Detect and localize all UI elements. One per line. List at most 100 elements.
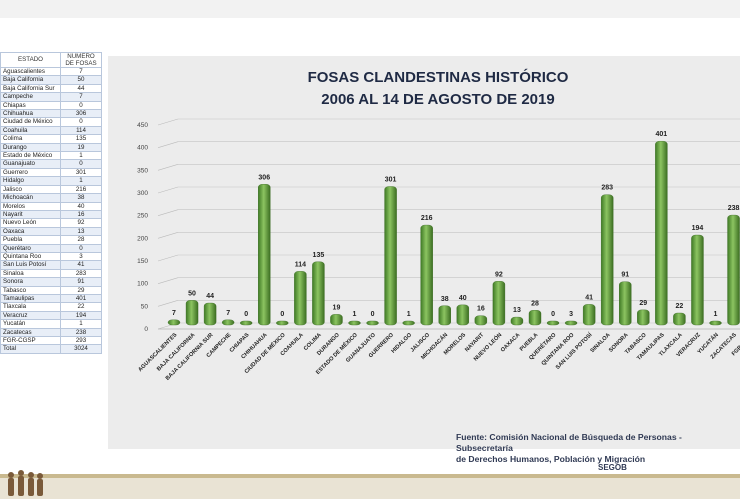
state-name-cell: Hidalgo <box>0 176 61 186</box>
table-row: Hidalgo 1 <box>0 176 102 186</box>
table-row: Sonora 91 <box>0 277 102 287</box>
state-count-cell: 1 <box>60 151 102 161</box>
gridline-diag <box>157 164 179 171</box>
data-label: 216 <box>421 215 433 222</box>
bar <box>709 320 722 326</box>
data-label: 1 <box>714 311 718 318</box>
state-name-cell: Ciudad de México <box>0 117 61 127</box>
gridline-diag <box>157 232 179 239</box>
y-tick-label: 350 <box>137 167 148 174</box>
bar <box>348 320 361 326</box>
table-row: Querétaro 0 <box>0 243 102 253</box>
table-row: Nayarit 16 <box>0 209 102 220</box>
state-count-cell: 1 <box>60 319 102 329</box>
x-tick-label: OAXACA <box>500 332 521 353</box>
state-name-cell: Total <box>0 344 61 354</box>
state-name-cell: Zacatecas <box>0 327 61 338</box>
state-name-cell: Querétaro <box>0 243 61 253</box>
state-name-cell: Estado de México <box>0 151 61 161</box>
data-label: 0 <box>371 311 375 318</box>
table-header-row: ESTADO NÚMERO DE FOSAS <box>0 52 102 68</box>
state-count-cell: 0 <box>60 243 102 253</box>
state-name-cell: Quintana Roo <box>0 251 61 262</box>
data-label: 1 <box>353 311 357 318</box>
bar <box>294 271 307 326</box>
y-tick-label: 200 <box>137 235 148 242</box>
data-label: 7 <box>226 310 230 317</box>
gridline-diag <box>157 254 179 262</box>
data-label: 401 <box>656 131 668 138</box>
y-tick-label: 0 <box>144 326 148 333</box>
state-name-cell: Jalisco <box>0 184 61 195</box>
top-band <box>0 0 740 18</box>
table-row: Campeche 7 <box>0 92 102 102</box>
bar-chart: FOSAS CLANDESTINAS HISTÓRICO 2006 AL 14 … <box>137 68 740 382</box>
table-row: Chiapas 0 <box>0 100 102 111</box>
table-row: Guerrero 301 <box>0 167 102 178</box>
state-name-cell: Baja California Sur <box>0 83 61 94</box>
table-row: Baja California 50 <box>0 75 102 85</box>
gridline-diag <box>157 300 179 307</box>
state-name-cell: Sinaloa <box>0 268 61 279</box>
state-name-cell: Yucatán <box>0 319 61 329</box>
state-count-cell: 7 <box>60 92 102 102</box>
state-name-cell: Coahuila <box>0 125 61 136</box>
chart-title-line1: FOSAS CLANDESTINAS HISTÓRICO <box>308 68 569 86</box>
bar <box>619 281 632 326</box>
bar <box>438 305 451 326</box>
bar <box>582 304 596 326</box>
bar <box>492 281 506 326</box>
table-row: Tabasco 29 <box>0 285 102 295</box>
state-name-cell: Guanajuato <box>0 159 61 169</box>
footer-stripe <box>0 474 740 478</box>
data-label: 238 <box>728 205 740 212</box>
state-count-cell: 28 <box>60 235 102 245</box>
table-row: Ciudad de México 0 <box>0 117 102 127</box>
bar <box>167 319 181 326</box>
state-name-cell: Tabasco <box>0 285 61 295</box>
data-label: 7 <box>172 310 176 317</box>
state-count-cell: 40 <box>60 201 102 211</box>
state-count-cell: 0 <box>60 117 102 127</box>
table-row: Total 3024 <box>0 344 102 354</box>
table-row: Guanajuato 0 <box>0 159 102 169</box>
state-count-cell: 50 <box>60 75 102 85</box>
state-count-cell: 92 <box>60 218 102 228</box>
table-row: Sinaloa 283 <box>0 268 102 279</box>
data-label: 50 <box>188 290 196 297</box>
data-label: 194 <box>692 225 704 232</box>
data-label: 38 <box>441 296 449 303</box>
table-row: Colima 135 <box>0 134 102 144</box>
data-label: 29 <box>639 300 647 307</box>
bar <box>330 314 343 326</box>
data-label: 301 <box>385 177 397 184</box>
gridline-diag <box>157 277 179 284</box>
data-label: 0 <box>280 311 284 318</box>
data-label: 135 <box>313 252 325 259</box>
state-name-cell: Chiapas <box>0 100 61 111</box>
table-row: Michoacán 38 <box>0 193 102 203</box>
state-count-cell: 301 <box>60 167 102 178</box>
state-name-cell: San Luis Potosí <box>0 260 61 270</box>
table-row: Oaxaca 13 <box>0 226 102 237</box>
bar <box>546 320 560 326</box>
bar <box>510 316 524 326</box>
state-count-cell: 216 <box>60 184 102 195</box>
data-label: 44 <box>206 293 214 300</box>
state-count-cell: 29 <box>60 285 102 295</box>
state-count-cell: 114 <box>60 125 102 136</box>
state-name-cell: Nayarit <box>0 209 61 220</box>
state-count-cell: 1 <box>60 176 102 186</box>
data-label: 22 <box>676 303 684 310</box>
bar <box>637 309 650 326</box>
table-row: San Luis Potosí 41 <box>0 260 102 270</box>
bar <box>673 312 686 326</box>
state-count-cell: 41 <box>60 260 102 270</box>
state-name-cell: Campeche <box>0 92 61 102</box>
table-row: Tamaulipas 401 <box>0 293 102 304</box>
data-label: 3 <box>569 311 573 318</box>
agency-label: SEGOB <box>598 463 627 472</box>
state-name-cell: Veracruz <box>0 310 61 321</box>
table-row: Quintana Roo 3 <box>0 251 102 262</box>
table-row: FGR-CGSP 293 <box>0 335 102 346</box>
